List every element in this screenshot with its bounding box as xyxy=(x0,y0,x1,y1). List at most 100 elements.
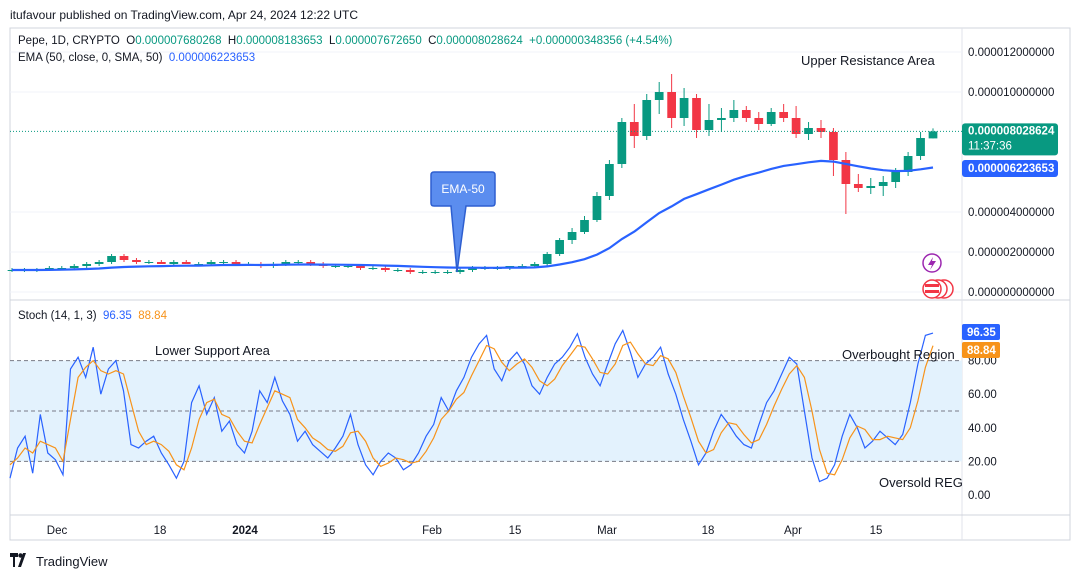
candle-body xyxy=(293,262,303,263)
tradingview-brand: TradingView xyxy=(36,554,108,569)
candle-body xyxy=(306,262,316,264)
candle-body xyxy=(816,128,826,132)
candle-body xyxy=(741,110,751,118)
time-tick-label: Feb xyxy=(422,525,442,537)
candle-body xyxy=(194,264,204,265)
ema-label[interactable]: EMA (50, close, 0, SMA, 50) xyxy=(18,52,163,64)
candle-body xyxy=(231,262,241,264)
low-label: L xyxy=(328,35,336,47)
candle-body xyxy=(181,262,191,264)
candle-body xyxy=(766,112,776,124)
symbol-label[interactable]: Pepe, 1D, CRYPTO xyxy=(18,35,120,47)
candle-body xyxy=(69,266,79,268)
candle-body xyxy=(468,268,477,270)
candle-body xyxy=(331,266,340,267)
candle-body xyxy=(605,164,614,196)
candle-body xyxy=(729,110,739,118)
change-value: +0.000000348356 (+4.54%) xyxy=(529,35,673,47)
ema-callout: EMA-50 xyxy=(430,171,496,273)
high-label: H xyxy=(227,35,237,47)
price-tick-label: 0.000012000000 xyxy=(968,47,1054,59)
stoch-label[interactable]: Stoch (14, 1, 3) xyxy=(18,310,97,322)
candle-body xyxy=(667,92,676,118)
us-flag-stripe xyxy=(925,290,939,293)
ema-50-line xyxy=(12,159,934,272)
candle-body xyxy=(580,220,589,232)
price-tick-label: 0.000004000000 xyxy=(968,207,1054,219)
stoch-legend: Stoch (14, 1, 3) 96.35 88.84 xyxy=(18,310,167,322)
stoch-d-badge-text: 88.84 xyxy=(967,345,996,357)
footer-brand[interactable]: TradingView xyxy=(10,553,108,570)
candle-body xyxy=(692,98,701,130)
chart-border xyxy=(9,27,1071,541)
open-label: O xyxy=(126,35,136,47)
last-price-badge: 0.000008028624 11:37:36 xyxy=(962,123,1058,156)
overbought-label: Overbought Region xyxy=(842,347,955,362)
ema-callout-shape xyxy=(430,171,496,273)
stoch-k-line xyxy=(9,328,934,483)
time-tick-label: Apr xyxy=(784,525,802,537)
stoch-tick-label: 60.00 xyxy=(968,389,997,401)
candle-body xyxy=(169,262,179,264)
oversold-label: Oversold REG xyxy=(879,475,963,490)
time-tick-label: Dec xyxy=(47,525,68,537)
candle-body xyxy=(617,122,627,164)
candle-body xyxy=(779,112,789,118)
candle-body xyxy=(144,262,154,263)
candle-body xyxy=(866,186,876,188)
candle-body xyxy=(381,268,390,270)
price-tick-label: 0.000010000000 xyxy=(968,87,1054,99)
low-value: 0.000007672650 xyxy=(335,35,422,47)
stoch-d-line xyxy=(9,341,934,476)
stoch-k-badge-bg xyxy=(962,324,1000,340)
candles-group xyxy=(7,74,938,274)
time-tick-label: 15 xyxy=(323,525,336,537)
us-flag-stripe xyxy=(925,284,939,287)
ema-callout-text: EMA-50 xyxy=(441,182,485,196)
candle-body xyxy=(567,232,577,240)
stoch-k-value: 96.35 xyxy=(103,310,132,322)
ohlc-legend: Pepe, 1D, CRYPTO O0.000007680268 H0.0000… xyxy=(18,35,672,47)
candle-body xyxy=(82,264,92,266)
stoch-tick-label: 0.00 xyxy=(968,490,990,502)
candle-body xyxy=(629,122,639,136)
candle-body xyxy=(841,160,851,184)
candle-body xyxy=(853,184,863,188)
candle-body xyxy=(928,131,938,139)
candle-body xyxy=(878,182,888,186)
candle-body xyxy=(356,266,365,268)
open-value: 0.000007680268 xyxy=(135,35,222,47)
last-price-badge-bg xyxy=(962,123,1058,156)
candle-body xyxy=(717,118,726,120)
stoch-d-badge: 88.84 xyxy=(962,342,1000,358)
stoch-tick-label: 80.00 xyxy=(968,356,997,368)
upper-resistance-label: Upper Resistance Area xyxy=(801,53,935,68)
close-value: 0.000008028624 xyxy=(436,35,523,47)
close-label: C xyxy=(428,35,437,47)
event-icons xyxy=(922,253,954,299)
candle-body xyxy=(829,132,838,160)
candle-body xyxy=(542,254,552,264)
ema-value: 0.000006223653 xyxy=(168,52,256,64)
candle-body xyxy=(891,172,901,182)
time-tick-label: 2024 xyxy=(232,525,258,537)
candle-body xyxy=(343,266,353,267)
candle-body xyxy=(368,268,378,269)
high-value: 0.000008183653 xyxy=(236,35,323,47)
candle-body xyxy=(679,98,689,118)
candle-body xyxy=(57,268,67,269)
ema-badge-text: 0.000006223653 xyxy=(968,163,1054,175)
time-tick-label: Mar xyxy=(597,525,617,537)
candle-body xyxy=(555,240,564,254)
ema-legend: EMA (50, close, 0, SMA, 50) 0.0000062236… xyxy=(18,52,255,64)
candle-body xyxy=(132,260,141,262)
candle-body xyxy=(281,262,291,264)
price-tick-label: 0.000002000000 xyxy=(968,247,1054,259)
candle-body xyxy=(156,262,166,264)
stoch-k-badge-text: 96.35 xyxy=(967,327,996,339)
time-tick-label: 18 xyxy=(154,525,167,537)
stoch-d-value: 88.84 xyxy=(138,310,167,322)
candle-body xyxy=(754,118,764,124)
candle-body xyxy=(517,266,527,267)
